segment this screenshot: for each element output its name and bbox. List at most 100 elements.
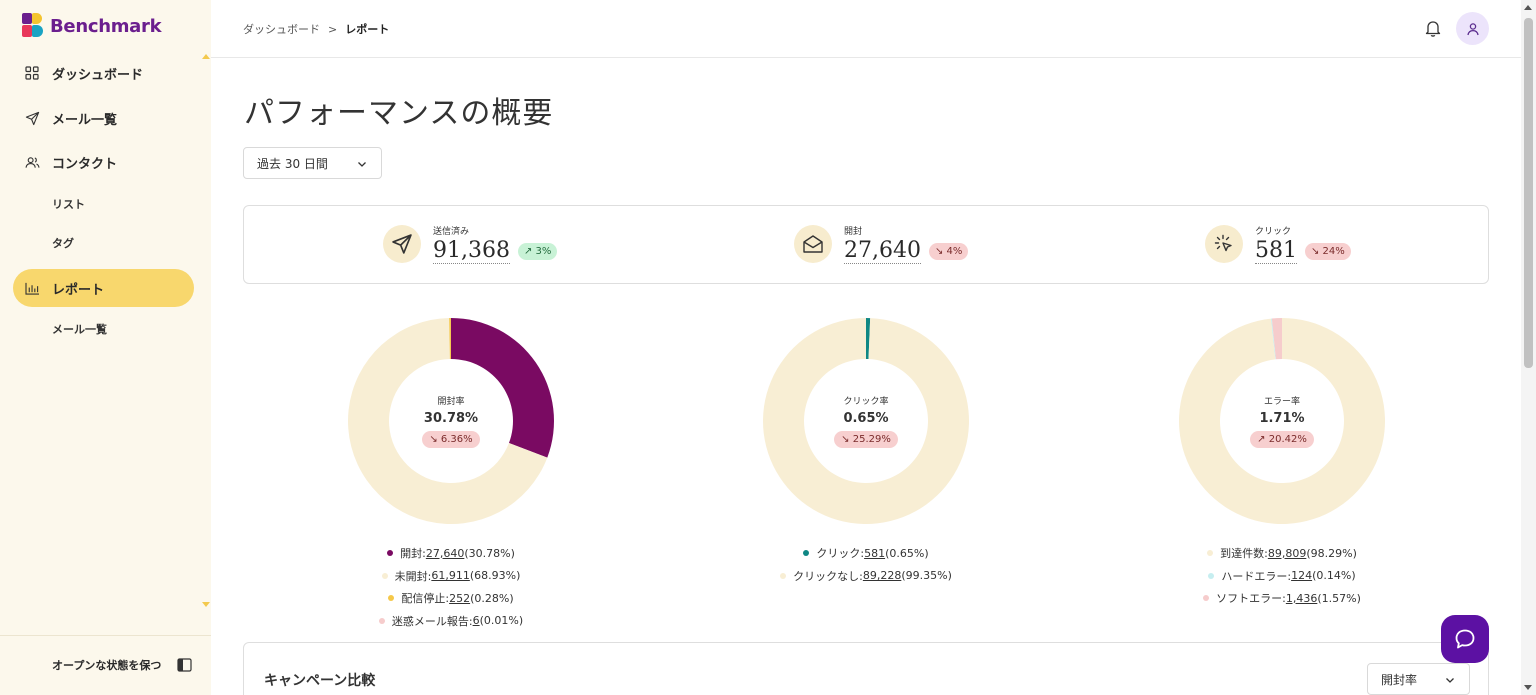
legend-dot xyxy=(1207,550,1214,557)
period-select-value: 過去 30 日間 xyxy=(257,156,328,171)
sidebar-scroll-down-icon[interactable] xyxy=(202,602,210,607)
avatar[interactable] xyxy=(1456,12,1489,45)
legend-item: クリック: 581 (0.65%) xyxy=(746,542,986,565)
breadcrumb-root[interactable]: ダッシュボード xyxy=(243,23,320,36)
donut-slice-2[interactable] xyxy=(348,318,548,524)
legend-count-link[interactable]: 252 xyxy=(449,591,471,605)
stat-value[interactable]: 27,640 xyxy=(844,238,921,264)
sidebar-subitem-tags[interactable]: タグ xyxy=(52,237,74,250)
legend-item: 到達件数: 89,809 (98.29%) xyxy=(1162,542,1402,565)
sidebar-item-contacts[interactable]: コンタクト xyxy=(13,143,194,181)
stat-clicks: クリック 581 ↘ 24% xyxy=(1205,224,1351,264)
legend-label: クリックなし: xyxy=(793,569,863,583)
metric-select[interactable]: 開封率 xyxy=(1367,663,1470,695)
donut-slice-3[interactable] xyxy=(449,318,451,360)
legend-label: クリック: xyxy=(816,547,865,561)
legend-item: 迷惑メール報告: 6 (0.01%) xyxy=(331,610,571,633)
legend-dot xyxy=(387,550,394,557)
change-badge: ↘ 24% xyxy=(1305,242,1351,260)
stat-sent: 送信済み 91,368 ↗ 3% xyxy=(383,224,558,264)
legend-percent: (1.57%) xyxy=(1317,591,1361,605)
benchmark-logo-icon xyxy=(22,13,44,39)
stat-value[interactable]: 91,368 xyxy=(433,238,510,264)
donut-center-value: 30.78% xyxy=(423,411,479,426)
donut-slice-1[interactable] xyxy=(866,318,871,360)
stat-label: 開封 xyxy=(844,227,863,237)
top-bar: ダッシュボード > レポート xyxy=(211,0,1521,58)
sidebar-item-emails[interactable]: メール一覧 xyxy=(13,99,194,137)
period-select[interactable]: 過去 30 日間 xyxy=(243,147,382,179)
sidebar-footer: オープンな状態を保つ xyxy=(0,635,211,695)
legend-item: 開封: 27,640 (30.78%) xyxy=(331,542,571,565)
legend-count-link[interactable]: 27,640 xyxy=(425,546,465,560)
error-rate-legend: 到達件数: 89,809 (98.29%) ハードエラー: 124 (0.14%… xyxy=(1162,542,1402,610)
legend-dot xyxy=(388,595,395,602)
donut-slice-1[interactable] xyxy=(1179,318,1385,524)
campaign-compare-card: キャンペーン比較 開封率 xyxy=(243,642,1489,695)
breadcrumb-separator: > xyxy=(328,22,338,36)
error-rate-donut-chart: エラー率 1.71% ↗ 20.42% xyxy=(1179,318,1385,524)
metric-select-value: 開封率 xyxy=(1381,672,1418,687)
change-badge: ↗ 3% xyxy=(517,242,558,260)
stat-value[interactable]: 581 xyxy=(1255,238,1297,264)
legend-item: 配信停止: 252 (0.28%) xyxy=(331,587,571,610)
page-scrollbar[interactable] xyxy=(1521,0,1536,695)
legend-count-link[interactable]: 124 xyxy=(1291,569,1313,583)
legend-label: ソフトエラー: xyxy=(1216,592,1286,606)
stat-label: 送信済み xyxy=(433,227,470,237)
sidebar-subitem-email-list[interactable]: メール一覧 xyxy=(52,323,107,336)
legend-item: 未開封: 61,911 (68.93%) xyxy=(331,565,571,588)
sidebar-subitem-list[interactable]: リスト xyxy=(52,198,85,211)
logo[interactable]: Benchmark xyxy=(22,13,162,39)
donut-slice-2[interactable] xyxy=(763,318,969,524)
donut-center-label: 開封率 xyxy=(437,397,465,407)
legend-percent: (99.35%) xyxy=(901,569,952,583)
keep-open-label[interactable]: オープンな状態を保つ xyxy=(52,659,162,672)
dashboard-grid-icon xyxy=(24,65,40,81)
legend-label: 配信停止: xyxy=(401,592,450,606)
legend-dot xyxy=(1208,572,1215,579)
legend-count-link[interactable]: 1,436 xyxy=(1285,591,1318,605)
scroll-down-arrow-icon[interactable] xyxy=(1524,685,1532,690)
contacts-icon xyxy=(24,154,40,170)
donut-center-value: 0.65% xyxy=(843,411,889,426)
legend-dot xyxy=(803,550,810,557)
sidebar-item-dashboard[interactable]: ダッシュボード xyxy=(13,54,194,92)
legend-percent: (30.78%) xyxy=(464,546,515,560)
help-chat-button[interactable] xyxy=(1441,615,1489,663)
change-badge: ↘ 6.36% xyxy=(422,431,480,448)
legend-percent: (68.93%) xyxy=(469,569,521,583)
send-icon xyxy=(24,110,40,126)
click-rate-legend: クリック: 581 (0.65%) クリックなし: 89,228 (99.35%… xyxy=(746,542,986,587)
sidebar-item-label: メール一覧 xyxy=(52,112,118,128)
scrollbar-thumb[interactable] xyxy=(1524,18,1533,368)
sidebar-item-reports[interactable]: レポート xyxy=(13,269,194,307)
legend-count-link[interactable]: 61,911 xyxy=(431,569,470,583)
envelope-icon xyxy=(794,225,832,263)
breadcrumb-current: レポート xyxy=(345,23,390,36)
donut-slice-1[interactable] xyxy=(451,318,554,458)
sidebar-toggle-icon[interactable] xyxy=(177,657,192,676)
donut-svg xyxy=(763,318,969,524)
legend-count-link[interactable]: 89,809 xyxy=(1267,546,1307,560)
change-badge: ↘ 25.29% xyxy=(834,431,898,448)
sidebar-scroll-up-icon[interactable] xyxy=(202,54,210,59)
stat-opens: 開封 27,640 ↘ 4% xyxy=(794,224,969,264)
sidebar-item-label: レポート xyxy=(52,282,105,298)
scroll-up-arrow-icon[interactable] xyxy=(1524,5,1532,10)
donut-center-label: エラー率 xyxy=(1263,397,1300,407)
legend-label: 未開封: xyxy=(394,569,432,583)
legend-count-link[interactable]: 89,228 xyxy=(862,569,902,583)
click-rate-donut-chart: クリック率 0.65% ↘ 25.29% xyxy=(763,318,969,524)
donut-svg xyxy=(348,318,554,524)
chevron-down-icon xyxy=(1445,674,1455,688)
donut-slice-3[interactable] xyxy=(1271,318,1282,360)
sidebar-item-label: ダッシュボード xyxy=(52,67,144,83)
bell-icon[interactable] xyxy=(1424,19,1442,42)
donut-center-label: クリック率 xyxy=(843,397,889,407)
stats-card: 送信済み 91,368 ↗ 3% 開封 27,640 ↘ 4% クリック 581 xyxy=(243,205,1489,284)
legend-count-link[interactable]: 6 xyxy=(472,614,480,628)
legend-count-link[interactable]: 581 xyxy=(864,546,886,560)
legend-label: ハードエラー: xyxy=(1221,569,1292,583)
donut-slice-2[interactable] xyxy=(1270,318,1276,360)
